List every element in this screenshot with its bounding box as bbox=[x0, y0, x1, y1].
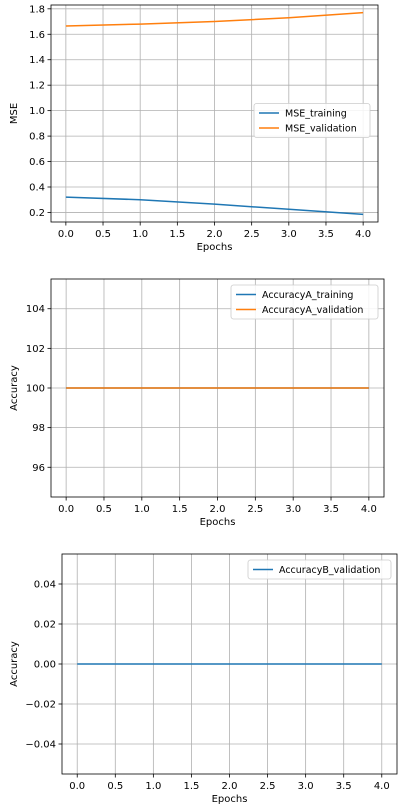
x-tick-label: 4.0 bbox=[355, 229, 371, 240]
x-axis-label: Epochs bbox=[200, 517, 236, 528]
y-tick-label: 104 bbox=[26, 304, 45, 315]
legend-entry-label: MSE_validation bbox=[285, 124, 357, 135]
y-tick-label: 102 bbox=[26, 344, 45, 355]
x-tick-label: 0.5 bbox=[96, 504, 112, 515]
x-tick-label: 2.5 bbox=[247, 504, 263, 515]
x-tick-label: 0.0 bbox=[58, 504, 74, 515]
series-line-MSE_training bbox=[65, 196, 364, 216]
legend-box bbox=[247, 559, 392, 580]
y-tick-label: 0.8 bbox=[29, 132, 45, 143]
legend: AccuracyB_validation bbox=[247, 559, 392, 580]
legend: MSE_training MSE_validation bbox=[253, 103, 371, 138]
x-tick-label: 1.0 bbox=[145, 781, 161, 792]
y-tick-label: 1.6 bbox=[29, 30, 45, 41]
x-tick-label: 3.0 bbox=[298, 781, 314, 792]
y-tick-label: 1.8 bbox=[29, 4, 45, 15]
y-tick-label: 0.02 bbox=[34, 620, 56, 631]
y-tick-label: 0.2 bbox=[29, 208, 45, 219]
y-tick-label: −0.02 bbox=[25, 700, 56, 711]
x-tick-label: 3.0 bbox=[281, 229, 297, 240]
y-axis-label: MSE bbox=[9, 103, 20, 124]
x-tick-label: 3.5 bbox=[323, 504, 339, 515]
y-tick-label: 1.4 bbox=[29, 55, 45, 66]
x-tick-label: 4.0 bbox=[374, 781, 390, 792]
x-axis-label: Epochs bbox=[212, 794, 248, 805]
x-tick-label: 1.0 bbox=[132, 229, 148, 240]
y-tick-label: 98 bbox=[32, 423, 45, 434]
x-tick-label: 3.5 bbox=[318, 229, 334, 240]
chart-3: 0.0 0.5 1.0 1.5 2.0 2.5 3.0 3.5 4.0 −0.04 −0.02 0.0… bbox=[9, 553, 398, 805]
x-tick-label: 2.0 bbox=[222, 781, 238, 792]
chart-2: 0.0 0.5 1.0 1.5 2.0 2.5 3.0 3.5 4.0 96 98 100 102 104… bbox=[9, 278, 385, 528]
legend-entry-label: MSE_training bbox=[285, 109, 347, 120]
y-axis-label: Accuracy bbox=[9, 641, 20, 687]
y-tick-label: 0.04 bbox=[34, 580, 56, 591]
y-tick-label: 0.4 bbox=[29, 183, 45, 194]
series-line-MSE_validation bbox=[65, 11, 364, 27]
x-tick-label: 1.5 bbox=[172, 504, 188, 515]
legend-entry-label: AccuracyA_training bbox=[262, 290, 353, 301]
legend-entry-label: AccuracyB_validation bbox=[279, 565, 380, 576]
x-tick-label: 1.0 bbox=[134, 504, 150, 515]
x-tick-label: 1.5 bbox=[169, 229, 185, 240]
x-tick-label: 3.0 bbox=[285, 504, 301, 515]
y-tick-label: −0.04 bbox=[25, 740, 56, 751]
y-tick-label: 0.6 bbox=[29, 157, 45, 168]
x-tick-label: 0.5 bbox=[107, 781, 123, 792]
legend: AccuracyA_training AccuracyA_validation bbox=[230, 284, 379, 320]
y-tick-label: 100 bbox=[26, 384, 45, 395]
x-tick-label: 1.5 bbox=[183, 781, 199, 792]
y-tick-label: 1.0 bbox=[29, 106, 45, 117]
x-tick-label: 0.5 bbox=[95, 229, 111, 240]
y-axis-label: Accuracy bbox=[9, 365, 20, 411]
x-tick-label: 2.5 bbox=[260, 781, 276, 792]
x-tick-label: 2.5 bbox=[244, 229, 260, 240]
x-tick-label: 2.0 bbox=[210, 504, 226, 515]
y-tick-label: 1.2 bbox=[29, 81, 45, 92]
y-tick-label: 0.00 bbox=[34, 660, 56, 671]
legend-box bbox=[230, 284, 379, 320]
y-tick-label: 96 bbox=[32, 463, 45, 474]
x-tick-label: 4.0 bbox=[361, 504, 377, 515]
x-tick-label: 3.5 bbox=[336, 781, 352, 792]
x-tick-label: 0.0 bbox=[58, 229, 74, 240]
legend-entry-label: AccuracyA_validation bbox=[262, 305, 363, 316]
x-axis-label: Epochs bbox=[197, 242, 233, 253]
x-tick-label: 2.0 bbox=[207, 229, 223, 240]
chart-1: 0.0 0.5 1.0 1.5 2.0 2.5 3.0 3.5 4.0 0.2 0.4 0.6 0.8 1… bbox=[9, 4, 379, 253]
legend-box bbox=[253, 103, 371, 138]
x-tick-label: 0.0 bbox=[69, 781, 85, 792]
